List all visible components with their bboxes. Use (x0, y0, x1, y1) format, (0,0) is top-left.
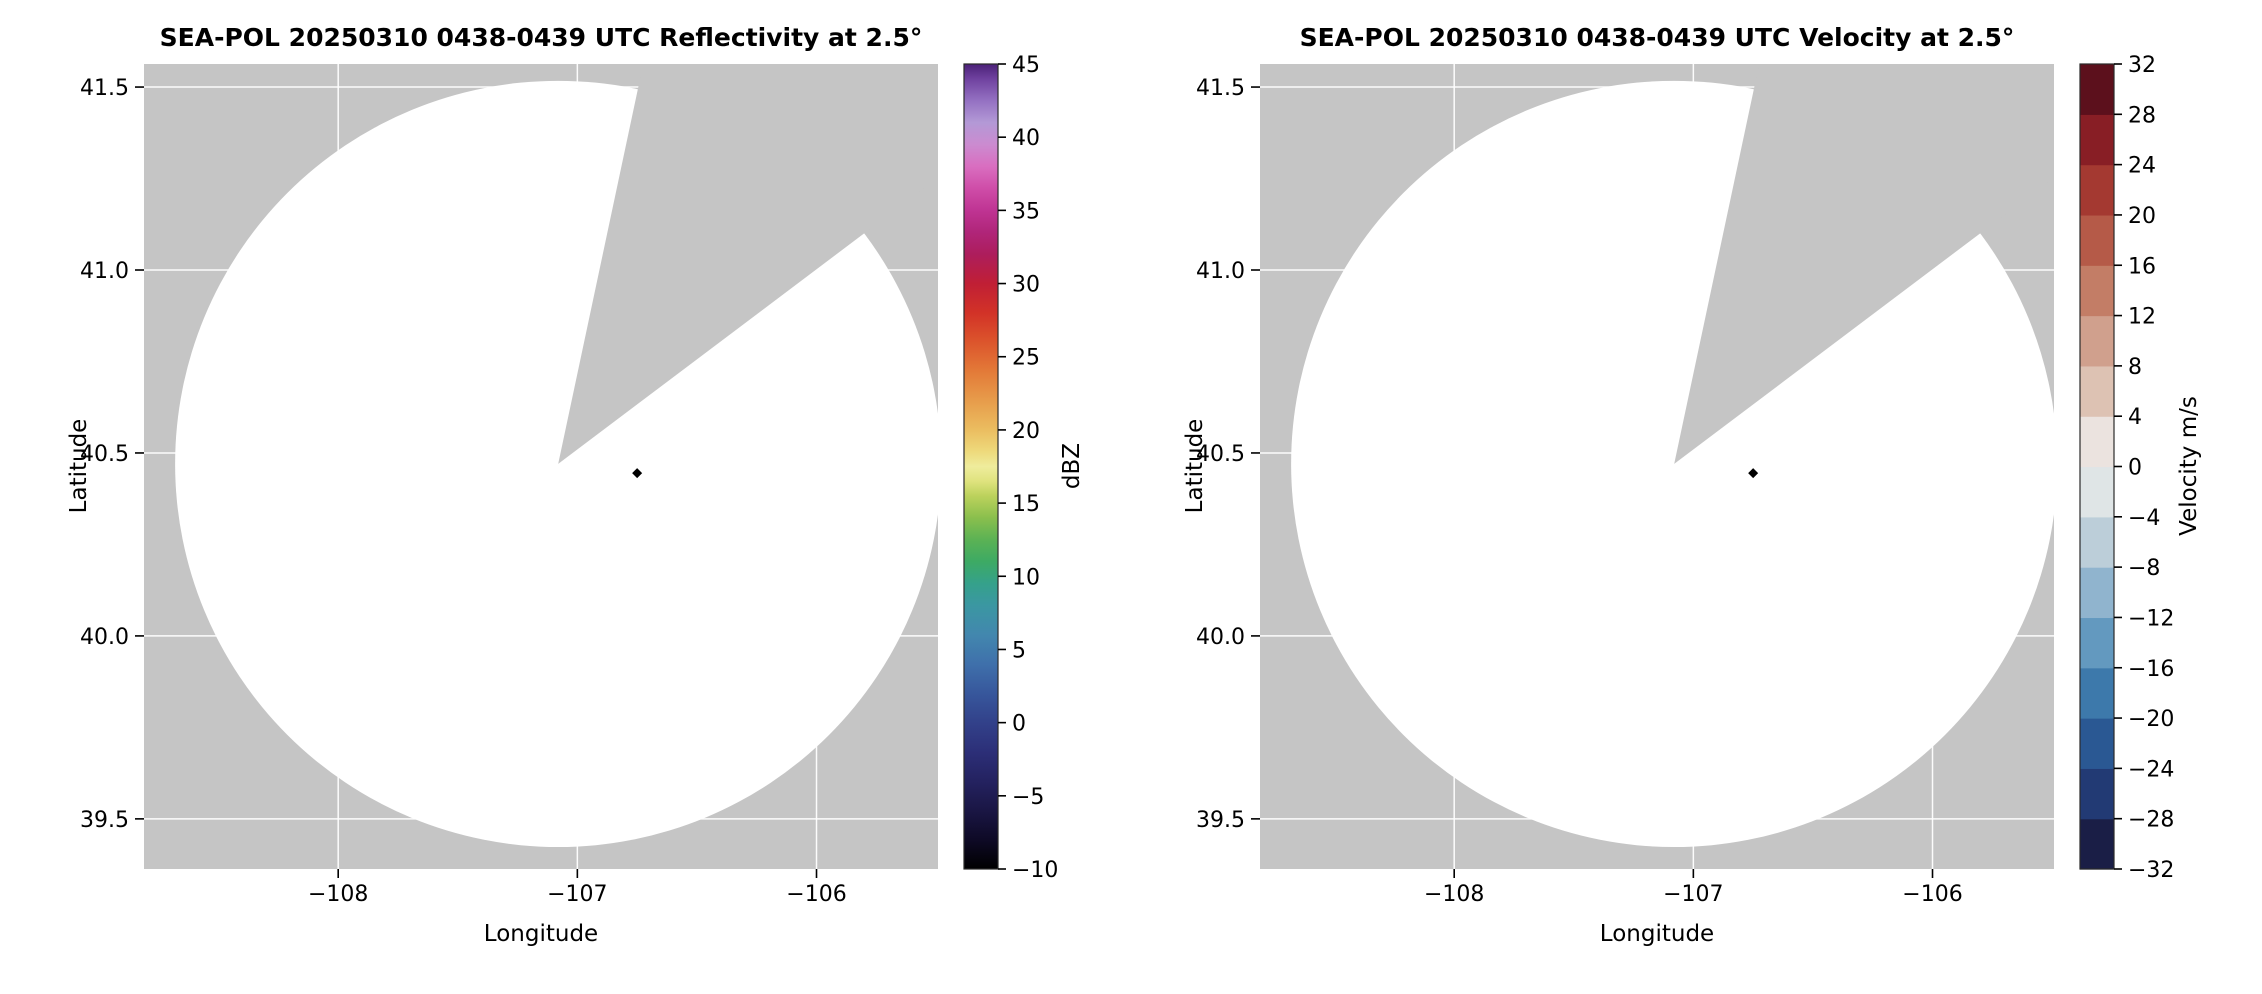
colorbar-cell (2080, 64, 2114, 115)
colorbar-tick-label: −16 (2128, 657, 2174, 682)
y-tick-label: 40.0 (1196, 625, 1245, 650)
x-tick-label: −107 (547, 882, 607, 907)
y-tick-label: 41.0 (80, 259, 129, 284)
colorbar-tick-label: 30 (1012, 273, 1040, 298)
colorbar-tick-label: 12 (2128, 305, 2156, 330)
colorbar-tick-label: −12 (2128, 606, 2174, 631)
colorbar-tick-label: 28 (2128, 103, 2156, 128)
x-tick-label: −106 (1902, 882, 1962, 907)
colorbar-tick-label: 5 (1012, 638, 1026, 663)
colorbar-cell (2080, 818, 2114, 870)
y-tick-label: 41.5 (80, 76, 129, 101)
colorbar-tick-label: 25 (1012, 346, 1040, 371)
colorbar-cell (2080, 416, 2114, 468)
colorbar-tick-label: 15 (1012, 492, 1040, 517)
y-axis-label-reflectivity: Latitude (66, 419, 92, 514)
colorbar-cell (2080, 265, 2114, 317)
colorbar-cell (2080, 567, 2114, 619)
plot-area (144, 64, 938, 869)
blocked-sector (1674, 64, 2054, 464)
colorbar-label-dbz: dBZ (1059, 443, 1085, 489)
colorbar-cell (2080, 617, 2114, 669)
colorbar-tick-label: 40 (1012, 126, 1040, 151)
colorbar-tick-label: 32 (2128, 53, 2156, 78)
y-tick-label: 40.0 (80, 625, 129, 650)
colorbar-tick-label: 10 (1012, 565, 1040, 590)
y-tick-label: 39.5 (80, 808, 129, 833)
colorbar-tick-label: 20 (1012, 419, 1040, 444)
colorbar-cell (2080, 466, 2114, 518)
y-axis-label-velocity: Latitude (1182, 419, 1208, 514)
colorbar-tick-label: 20 (2128, 204, 2156, 229)
colorbar (964, 64, 998, 869)
colorbar-tick-label: −8 (2128, 556, 2160, 581)
x-axis-label-velocity: Longitude (1600, 921, 1714, 947)
colorbar-cell (2080, 315, 2114, 367)
colorbar-cell (2080, 667, 2114, 719)
colorbar-label-velocity: Velocity m/s (2176, 396, 2202, 536)
colorbar-tick-label: 45 (1012, 53, 1040, 78)
y-tick-label: 40.5 (1196, 442, 1245, 467)
x-axis-label-reflectivity: Longitude (484, 921, 598, 947)
reflectivity-panel: −108 −107 −106 41.5 41.0 40.5 40.0 39.5 45 40 35 30… (80, 53, 1058, 907)
reflectivity-title: SEA-POL 20250310 0438-0439 UTC Reflectiv… (160, 23, 923, 52)
colorbar-tick-label: −5 (1012, 785, 1044, 810)
colorbar-tick-label: −10 (1012, 858, 1058, 883)
colorbar-cell (2080, 516, 2114, 568)
colorbar-tick-label: −32 (2128, 858, 2174, 883)
y-tick-label: 41.5 (1196, 76, 1245, 101)
colorbar-tick-label: 8 (2128, 355, 2142, 380)
rendered-panels: −108 −107 −10641.541.040.540.039.545403530… (80, 53, 2174, 907)
colorbar-outline (963, 63, 999, 870)
colorbar-cell (2080, 718, 2114, 769)
radar-marker (632, 468, 643, 479)
y-tick-label: 39.5 (1196, 808, 1245, 833)
colorbar-cell (2080, 164, 2114, 216)
colorbar-tick-label: 16 (2128, 254, 2156, 279)
plot-area (1260, 64, 2054, 869)
colorbar-cell (2080, 214, 2114, 266)
colorbar (2080, 64, 2114, 870)
colorbar-tick-label: 0 (2128, 456, 2142, 481)
colorbar-tick-label: 35 (1012, 199, 1040, 224)
colorbar-tick-label: 4 (2128, 405, 2142, 430)
colorbar-cell (2080, 365, 2114, 417)
blocked-sector (558, 64, 938, 464)
x-tick-label: −107 (1663, 882, 1723, 907)
colorbar-tick-label: 24 (2128, 154, 2156, 179)
y-tick-label: 41.0 (1196, 259, 1245, 284)
colorbar-tick-label: −24 (2128, 757, 2174, 782)
x-tick-label: −108 (1424, 882, 1484, 907)
colorbar-tick-label: 0 (1012, 712, 1026, 737)
velocity-title: SEA-POL 20250310 0438-0439 UTC Velocity … (1300, 23, 2015, 52)
velocity-panel: −108 −107 −106 41.5 41.0 40.5 40.0 39.5 32 28 24 20… (1196, 53, 2174, 907)
radar-marker (1748, 468, 1759, 479)
x-tick-label: −106 (786, 882, 846, 907)
colorbar-cell (2080, 114, 2114, 166)
x-tick-label: −108 (308, 882, 368, 907)
colorbar-tick-label: −28 (2128, 808, 2174, 833)
y-tick-label: 40.5 (80, 442, 129, 467)
colorbar-cell (2080, 768, 2114, 820)
colorbar-tick-label: −4 (2128, 506, 2160, 531)
colorbar-tick-label: −20 (2128, 707, 2174, 732)
